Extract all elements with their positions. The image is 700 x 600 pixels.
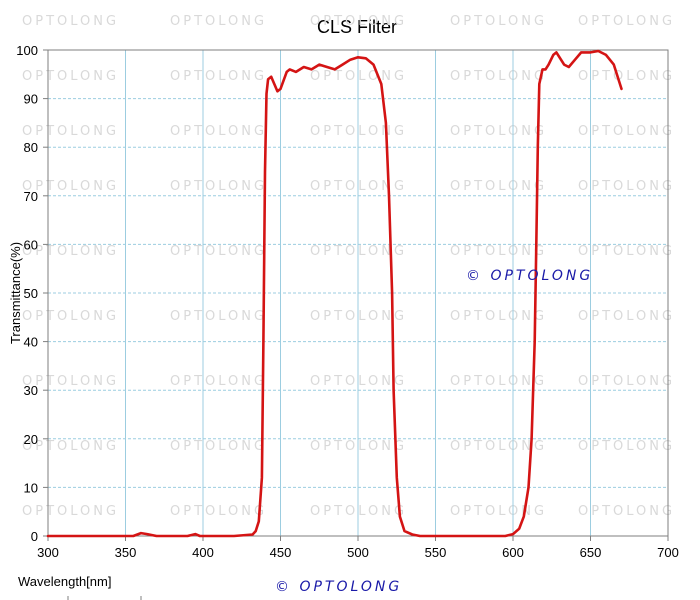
watermark-text: OPTOLONG [170,244,267,259]
watermark-text: OPTOLONG [22,124,119,139]
x-tick-label: 650 [580,545,602,560]
watermark-text: OPTOLONG [450,124,547,139]
watermark-text: OPTOLONG [450,504,547,519]
y-tick-label: 70 [24,189,38,204]
x-tick-label: 550 [425,545,447,560]
watermark-text: OPTOLONG [578,504,675,519]
watermark-text: OPTOLONG [310,309,407,324]
y-tick-label: 80 [24,140,38,155]
x-tick-label: 300 [37,545,59,560]
y-tick-label: 40 [24,335,38,350]
watermark-text: OPTOLONG [578,124,675,139]
watermark-text: OPTOLONG [170,439,267,454]
y-tick-label: 30 [24,383,38,398]
x-tick-label: 450 [270,545,292,560]
watermark-text: OPTOLONG [450,244,547,259]
watermark-text: OPTOLONG [310,244,407,259]
x-tick-label: 500 [347,545,369,560]
watermark-text: OPTOLONG [310,69,407,84]
watermark-text: OPTOLONG [578,309,675,324]
y-tick-label: 10 [24,480,38,495]
watermark-text: OPTOLONG [450,69,547,84]
watermark-text: OPTOLONG [22,439,119,454]
watermark-text: OPTOLONG [450,179,547,194]
watermark-text: OPTOLONG [578,14,675,29]
brand-annotation-footer: © OPTOLONG [275,579,402,595]
x-axis-label: Wavelength[nm] [18,574,111,589]
watermark-text: OPTOLONG [310,124,407,139]
x-axis-ticks: 300 350 400 450 500 550 600 650 700 [37,536,679,560]
watermark-text: OPTOLONG [22,179,119,194]
watermark-text: OPTOLONG [578,179,675,194]
watermark-text: OPTOLONG [578,374,675,389]
chart-title: CLS Filter [317,17,397,37]
watermark-text: OPTOLONG [578,439,675,454]
watermark-text: OPTOLONG [170,309,267,324]
watermark-text: OPTOLONG [310,179,407,194]
watermark-text: OPTOLONG [22,374,119,389]
y-tick-label: 90 [24,92,38,107]
x-tick-label: 700 [657,545,679,560]
y-tick-label: 20 [24,432,38,447]
watermark-text: OPTOLONG [170,504,267,519]
x-tick-label: 400 [192,545,214,560]
watermark-text: OPTOLONG [22,69,119,84]
watermark-text: OPTOLONG [170,69,267,84]
watermark-text: OPTOLONG [22,14,119,29]
x-tick-label: 600 [502,545,524,560]
x-tick-label: 350 [115,545,137,560]
watermark-text: OPTOLONG [22,504,119,519]
watermark-text: OPTOLONG [578,69,675,84]
watermark-text: OPTOLONG [450,439,547,454]
watermark-text: OPTOLONG [310,504,407,519]
grid [48,50,668,536]
watermark-text: OPTOLONG [310,374,407,389]
brand-annotation-plot: © OPTOLONG [466,268,593,284]
watermark-text: OPTOLONG [170,374,267,389]
watermark-text: OPTOLONG [170,14,267,29]
watermark-text: OPTOLONG [310,439,407,454]
watermark-text: OPTOLONG [310,14,407,29]
transmittance-curve [46,49,623,538]
y-tick-label: 60 [24,237,38,252]
y-axis-ticks: 0 10 20 30 40 50 60 70 80 90 100 [16,43,48,544]
y-axis-label: Transmittance(%) [8,242,23,344]
y-tick-label: 50 [24,286,38,301]
watermark-text: OPTOLONG [450,14,547,29]
y-tick-label: 0 [31,529,38,544]
watermark-text: OPTOLONG [170,179,267,194]
watermark-text: OPTOLONG [578,244,675,259]
watermark-layer: OPTOLONG OPTOLONG OPTOLONG OPTOLONG OPTOLONG… [22,14,675,519]
watermark-text: OPTOLONG [450,309,547,324]
y-tick-label: 100 [16,43,38,58]
watermark-text: OPTOLONG [170,124,267,139]
watermark-text: OPTOLONG [22,309,119,324]
watermark-text: OPTOLONG [450,374,547,389]
watermark-text: OPTOLONG [22,244,119,259]
